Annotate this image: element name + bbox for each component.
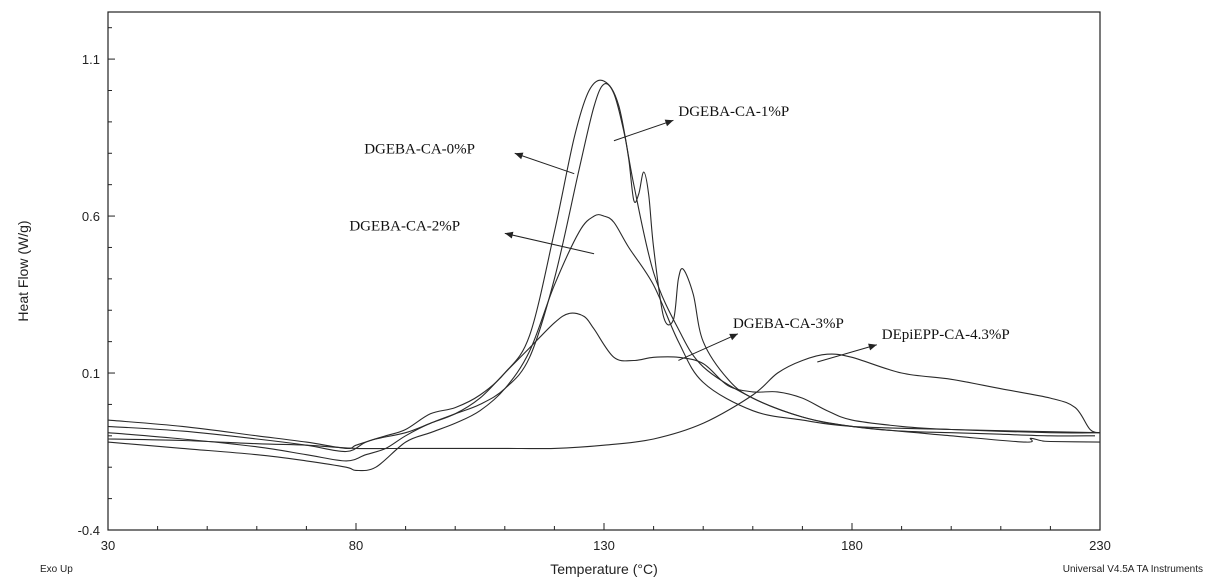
annotation-arrow-line [504,232,595,255]
series-annotations: DGEBA-CA-0%P DGEBA-CA-1%P DGEBA-CA-2%P DGEB… [349,104,1010,363]
plot-frame [107,11,1101,531]
y-tick-label: 1.1 [82,52,100,67]
annotation-arrowhead [664,119,674,127]
x-tick-label: 80 [349,538,363,553]
series-label: DGEBA-CA-3%P [733,316,844,332]
series-curve-2 [107,214,1101,472]
annotation-arrowhead [729,333,738,341]
x-tick-label: 30 [101,538,115,553]
series-curve-3 [107,312,1101,450]
y-tick-label: 0.6 [82,209,100,224]
instrument-version-label: Universal V4.5A TA Instruments [1063,564,1203,575]
y-axis-title: Heat Flow (W/g) [15,220,31,321]
x-tick-label: 180 [841,538,863,553]
y-tick-label: 0.1 [82,366,100,381]
axis-ticks: 30 80 130 180 230 -0.4 0.1 0.6 1.1 [78,27,1111,553]
annotation-arrowhead [868,343,877,351]
annotation-arrowhead [514,152,524,160]
series-curve-4 [107,353,1101,450]
x-axis-title: Temperature (°C) [550,561,658,577]
x-tick-label: 230 [1089,538,1111,553]
annotation-arrowhead [504,231,514,239]
series-label: DGEBA-CA-1%P [678,104,789,120]
annotation-arrow-line [678,333,739,361]
series-label: DGEBA-CA-0%P [364,142,475,158]
series-curve-0 [107,79,1096,453]
annotation-arrow-line [613,119,674,142]
exo-up-label: Exo Up [40,564,73,575]
series-curve-1 [107,83,1101,462]
x-tick-label: 130 [593,538,615,553]
series-label: DGEBA-CA-2%P [349,218,460,234]
y-tick-label: -0.4 [78,523,100,538]
annotation-arrow-line [817,344,877,363]
series-label: DEpiEPP-CA-4.3%P [882,327,1010,343]
annotation-arrow-line [514,152,575,175]
data-curves [107,79,1101,472]
